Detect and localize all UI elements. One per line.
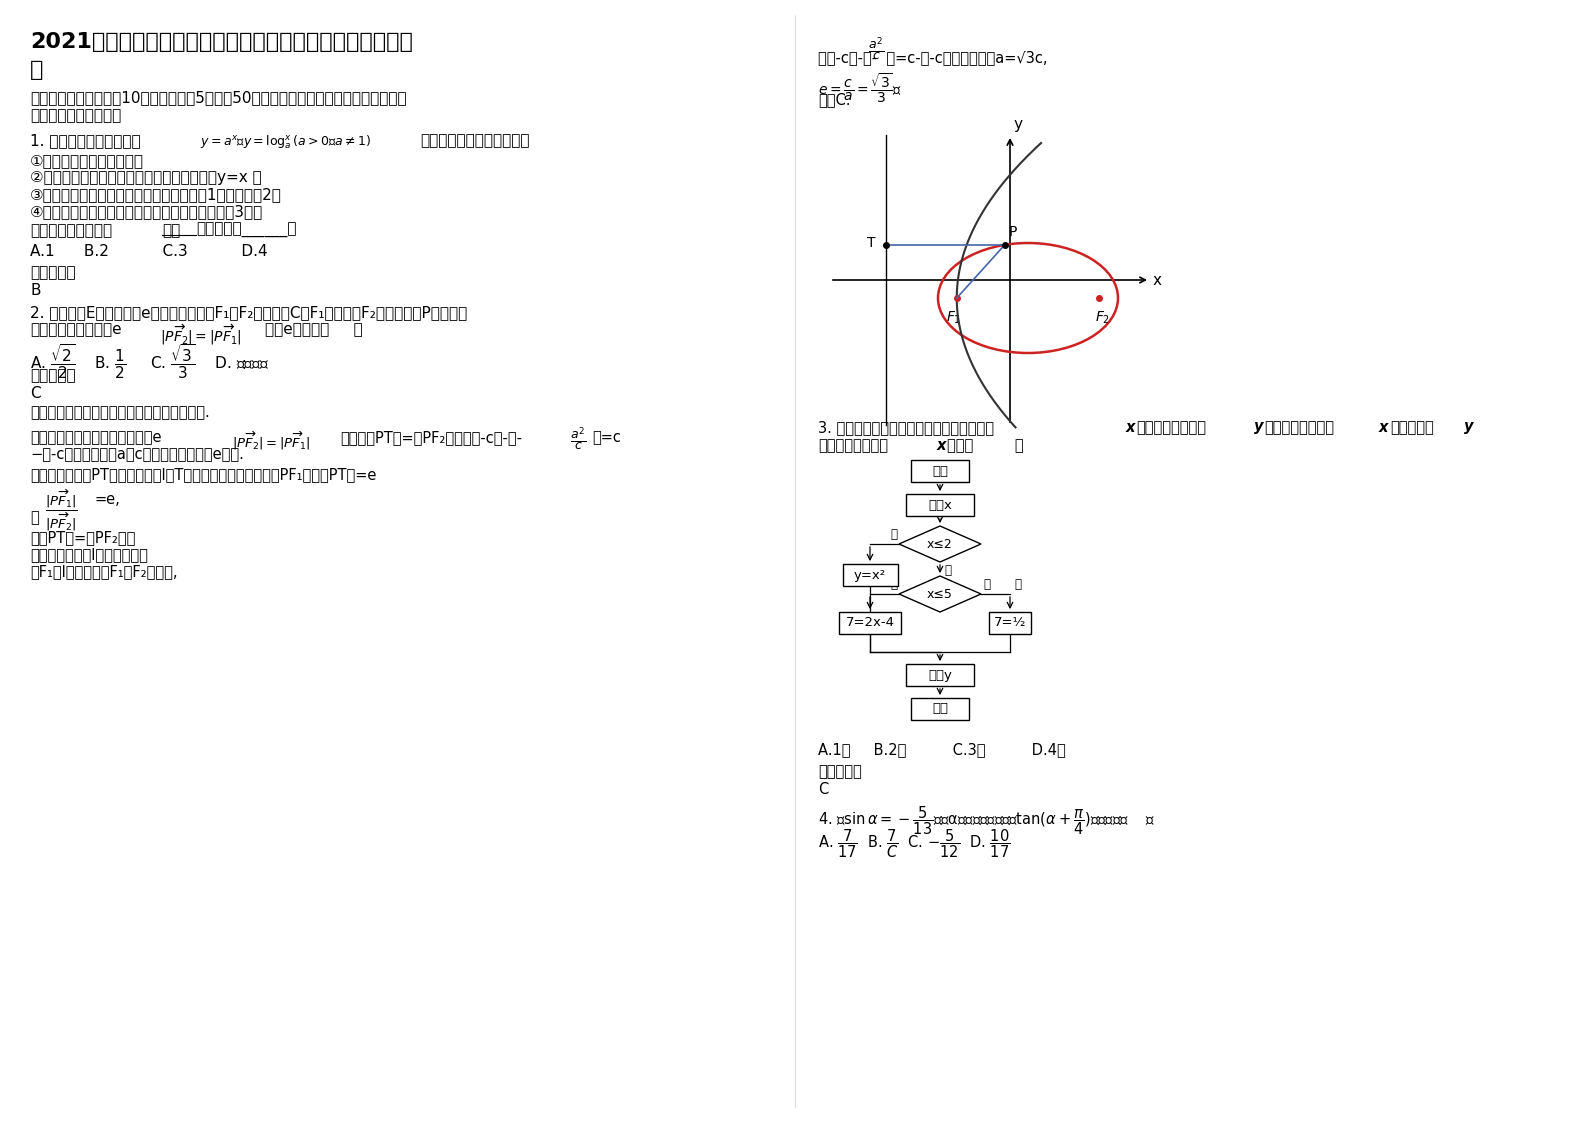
Text: y: y (1013, 117, 1022, 132)
FancyBboxPatch shape (843, 564, 898, 586)
Text: $\dfrac{a^2}{c}$: $\dfrac{a^2}{c}$ (570, 425, 586, 452)
Text: 否: 否 (982, 578, 990, 591)
Text: ，求得｜PT｜=｜PF₂｜，则（-c）-（-: ，求得｜PT｜=｜PF₂｜，则（-c）-（- (340, 430, 522, 445)
Text: 【考点】抛物线的简单性质；椭圆的简单性质.: 【考点】抛物线的简单性质；椭圆的简单性质. (30, 405, 209, 420)
Text: −（-c），即可求得a与c的关系，即可求得e的值.: −（-c），即可求得a与c的关系，即可求得e的值. (30, 447, 244, 462)
Text: 输入x: 输入x (928, 498, 952, 512)
Text: =e,: =e, (95, 493, 121, 507)
Text: ，则e的值为（     ）: ，则e的值为（ ） (265, 322, 363, 337)
Text: A.1个     B.2个          C.3个          D.4个: A.1个 B.2个 C.3个 D.4个 (817, 742, 1066, 757)
Text: 值有（         ）: 值有（ ） (947, 438, 1024, 453)
Text: ②若两支图象有公共点，则公共点一定在直线y=x 上: ②若两支图象有公共点，则公共点一定在直线y=x 上 (30, 171, 262, 185)
Text: A.1      B.2           C.3           D.4: A.1 B.2 C.3 D.4 (30, 243, 268, 259)
Text: $e=\dfrac{c}{a}=\dfrac{\sqrt{3}}{3}$，: $e=\dfrac{c}{a}=\dfrac{\sqrt{3}}{3}$， (817, 72, 901, 105)
Text: 2. 已知椭圆E的离心率为e，两焦点分别为F₁，F₂，抛物线C以F₁为顶点，F₂为焦点，点P为这两条: 2. 已知椭圆E的离心率为e，两焦点分别为F₁，F₂，抛物线C以F₁为顶点，F₂… (30, 305, 467, 320)
Text: y=x²: y=x² (854, 569, 886, 581)
Text: $F_1$: $F_1$ (946, 310, 962, 327)
Polygon shape (898, 526, 981, 562)
Text: 曲线的一个交点，若e: 曲线的一个交点，若e (30, 322, 122, 337)
Text: T: T (867, 236, 876, 250)
Text: 1. 在同一直角坐标系下作: 1. 在同一直角坐标系下作 (30, 134, 141, 148)
FancyBboxPatch shape (840, 611, 901, 634)
Text: A. $\dfrac{7}{17}$  B. $\dfrac{7}{C}$  C. $-\dfrac{5}{12}$  D. $\dfrac{10}{17}$: A. $\dfrac{7}{17}$ B. $\dfrac{7}{C}$ C. … (817, 827, 1011, 859)
Text: 一、选择题：本大题共10小题，每小题5分，共50分。在每小题给出的四个选项中，只有: 一、选择题：本大题共10小题，每小题5分，共50分。在每小题给出的四个选项中，只… (30, 90, 406, 105)
Text: 参考答案：: 参考答案： (30, 368, 76, 383)
Text: $\boldsymbol{y}$: $\boldsymbol{y}$ (1463, 420, 1474, 436)
Text: 3. 右图给出了一个程序框图，其作用是输入: 3. 右图给出了一个程序框图，其作用是输入 (817, 420, 993, 435)
Text: 值与输出的: 值与输出的 (1390, 420, 1433, 435)
Text: $|\overrightarrow{PF_2}|=|\overrightarrow{PF_1}|$: $|\overrightarrow{PF_2}|=|\overrightarro… (232, 430, 309, 452)
Text: $\boldsymbol{x}$: $\boldsymbol{x}$ (1378, 420, 1390, 435)
Text: 以上这四种判断中，: 以上这四种判断中， (30, 223, 113, 238)
Text: B: B (30, 283, 41, 298)
Text: $|\overrightarrow{PF_2}|=|\overrightarrow{PF_1}|$: $|\overrightarrow{PF_2}|=|\overrightarro… (160, 322, 241, 347)
Text: 故F₁到l的距离等于F₁到F₂的距离,: 故F₁到l的距离等于F₁到F₂的距离, (30, 564, 178, 579)
Text: $\dfrac{a^2}{c}$: $\dfrac{a^2}{c}$ (868, 35, 884, 63)
Text: 的判断共有______个: 的判断共有______个 (197, 223, 297, 238)
Text: ）=c: ）=c (592, 430, 621, 445)
Text: 是: 是 (890, 578, 897, 591)
FancyBboxPatch shape (911, 460, 970, 482)
Text: $y=a^x$和$y=\log^x_a(a>0且a\neq 1)$: $y=a^x$和$y=\log^x_a(a>0且a\neq 1)$ (200, 134, 371, 150)
Text: $\dfrac{|\overrightarrow{PF_1}|}{|\overrightarrow{PF_2}|}$: $\dfrac{|\overrightarrow{PF_1}|}{|\overr… (44, 487, 78, 533)
Text: 的值，输出相应的: 的值，输出相应的 (1136, 420, 1206, 435)
Text: 结束: 结束 (932, 702, 947, 716)
Text: $\boldsymbol{x}$: $\boldsymbol{x}$ (936, 438, 949, 453)
Text: $F_2$: $F_2$ (1095, 310, 1109, 327)
Text: 参考答案：: 参考答案： (817, 764, 862, 779)
Text: 由抛物线定义知l为抛物线准线: 由抛物线定义知l为抛物线准线 (30, 548, 148, 562)
Text: x: x (1154, 273, 1162, 287)
Text: $\boldsymbol{y}$: $\boldsymbol{y}$ (1254, 420, 1265, 436)
Text: 开始: 开始 (932, 465, 947, 478)
Text: 7=½: 7=½ (993, 616, 1027, 629)
FancyBboxPatch shape (911, 698, 970, 720)
Polygon shape (898, 576, 981, 611)
Text: 4. 若$\sin\alpha=-\dfrac{5}{13}$，且α为第四象限角，则$\tan(\alpha+\dfrac{\pi}{4})$的值等于（    : 4. 若$\sin\alpha=-\dfrac{5}{13}$，且α为第四象限角… (817, 804, 1155, 837)
Text: 又: 又 (30, 511, 38, 525)
Text: 值相等，则这样的: 值相等，则这样的 (817, 438, 889, 453)
Text: 错误: 错误 (162, 223, 181, 238)
Text: 输出y: 输出y (928, 669, 952, 681)
Text: x≤5: x≤5 (927, 588, 952, 600)
Text: ③若两支图象有公共点，则公共点个数可能1个，不可能2个: ③若两支图象有公共点，则公共点个数可能1个，不可能2个 (30, 187, 282, 202)
Text: 否: 否 (1014, 578, 1020, 591)
FancyBboxPatch shape (906, 494, 974, 516)
Text: 故选C.: 故选C. (817, 92, 851, 107)
Text: A. $\dfrac{\sqrt{2}}{2}$    B. $\dfrac{1}{2}$     C. $\dfrac{\sqrt{3}}{3}$    D.: A. $\dfrac{\sqrt{2}}{2}$ B. $\dfrac{1}{2… (30, 342, 270, 380)
Text: 是一个符合题目要求的: 是一个符合题目要求的 (30, 108, 121, 123)
Text: 值，若要使输入的: 值，若要使输入的 (1263, 420, 1335, 435)
Text: 否: 否 (944, 564, 951, 577)
Text: 【解答】解：作PT垂直椭圆准线l于T，则由椭圆第二定义：｜PF₁｜；｜PT｜=e: 【解答】解：作PT垂直椭圆准线l于T，则由椭圆第二定义：｜PF₁｜；｜PT｜=e (30, 467, 376, 482)
Text: 析: 析 (30, 59, 43, 80)
Text: ①两支图象可能无公共点。: ①两支图象可能无公共点。 (30, 153, 144, 168)
Text: C: C (30, 386, 41, 401)
Text: 2021年湖南省衡阳市衡南第六中学高三数学理模拟试卷含解: 2021年湖南省衡阳市衡南第六中学高三数学理模拟试卷含解 (30, 33, 413, 52)
Text: 故｜PT｜=｜PF₂｜，: 故｜PT｜=｜PF₂｜， (30, 530, 135, 545)
Text: 是: 是 (890, 528, 897, 541)
Text: $\boldsymbol{x}$: $\boldsymbol{x}$ (1125, 420, 1138, 435)
Text: 即（-c）-（-  ）=c-（-c），整理得：a=√3c,: 即（-c）-（- ）=c-（-c），整理得：a=√3c, (817, 50, 1047, 65)
Text: 的图象，有下面四种判断：: 的图象，有下面四种判断： (421, 134, 530, 148)
FancyBboxPatch shape (906, 664, 974, 686)
Text: C: C (817, 782, 828, 797)
Text: x≤2: x≤2 (927, 537, 952, 551)
Text: 参考答案：: 参考答案： (30, 265, 76, 280)
Text: 【分析】利用椭圆的第二定义及e: 【分析】利用椭圆的第二定义及e (30, 430, 162, 445)
Text: ④若两支图象有公共点，则公共点个数最多可能有3个。: ④若两支图象有公共点，则公共点个数最多可能有3个。 (30, 204, 263, 219)
FancyBboxPatch shape (989, 611, 1032, 634)
Text: P: P (1009, 224, 1017, 239)
Text: 7=2x-4: 7=2x-4 (846, 616, 895, 629)
